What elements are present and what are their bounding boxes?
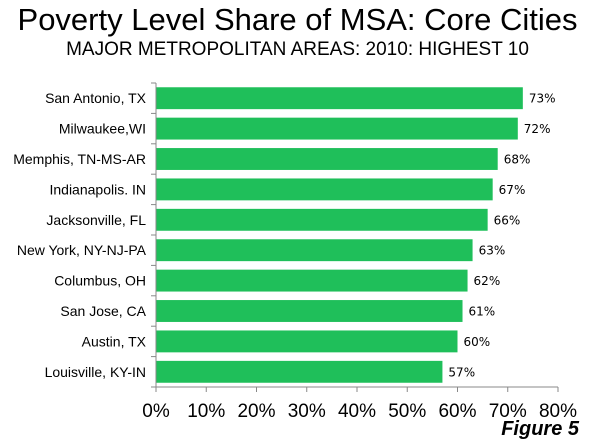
category-label: Memphis, TN-MS-AR: [13, 151, 146, 167]
category-label: Austin, TX: [82, 333, 147, 349]
category-label: New York, NY-NJ-PA: [17, 242, 147, 258]
category-label: San Jose, CA: [60, 303, 146, 319]
data-label: 61%: [469, 305, 496, 319]
data-label: 62%: [474, 274, 501, 288]
bar: [156, 269, 468, 292]
data-label: 68%: [504, 153, 531, 167]
bar: [156, 360, 443, 383]
x-tick-label: 30%: [288, 401, 326, 422]
x-tick-label: 60%: [438, 401, 476, 422]
x-tick-label: 40%: [338, 401, 376, 422]
data-label: 73%: [529, 92, 556, 106]
category-label: Louisville, KY-IN: [45, 364, 146, 380]
labels-layer: San Antonio, TX 73% Milwaukee,WI 72% Memphis…: [13, 90, 555, 380]
bar: [156, 239, 473, 262]
x-tick-label: 10%: [187, 401, 225, 422]
bar: [156, 330, 458, 353]
x-tick-label: 0%: [142, 401, 170, 422]
data-label: 57%: [448, 365, 475, 379]
chart-title: Poverty Level Share of MSA: Core Cities: [17, 2, 578, 37]
data-label: 60%: [464, 335, 491, 349]
x-tick-label: 80%: [539, 401, 577, 422]
bars-layer: [156, 87, 523, 383]
bar: [156, 148, 498, 170]
bar: [156, 208, 488, 231]
figure-label: Figure 5: [501, 418, 579, 440]
chart-subtitle: MAJOR METROPOLITAN AREAS: 2010: HIGHEST …: [66, 39, 529, 60]
axis-layer: 0% 10% 20% 30% 40% 50% 60% 70% 80%: [142, 82, 577, 422]
category-label: Columbus, OH: [54, 273, 146, 289]
data-label: 66%: [494, 213, 521, 227]
data-label: 67%: [499, 183, 526, 197]
category-label: Milwaukee,WI: [59, 121, 146, 137]
x-tick-label: 20%: [237, 401, 275, 422]
bar: [156, 178, 493, 201]
bar: [156, 117, 518, 140]
bar: [156, 87, 523, 110]
data-label: 63%: [479, 244, 506, 258]
category-label: Jacksonville, FL: [46, 212, 146, 228]
x-tick-label: 50%: [388, 401, 426, 422]
x-tick-label: 70%: [489, 401, 527, 422]
category-label: Indianapolis. IN: [49, 181, 146, 197]
bar: [156, 300, 463, 322]
category-label: San Antonio, TX: [45, 90, 147, 106]
data-label: 72%: [524, 122, 551, 136]
